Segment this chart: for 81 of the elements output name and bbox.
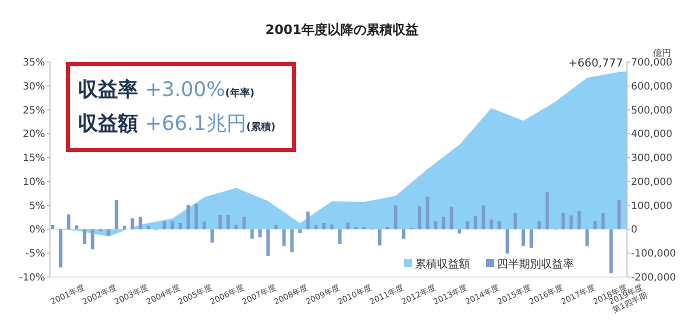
bar: [506, 229, 510, 254]
bar: [394, 205, 398, 230]
y2-tick-label: -200,000: [631, 272, 676, 284]
bar: [561, 212, 565, 230]
annotation: 収益率 +3.00%(年率): [78, 77, 254, 101]
y2-tick-label: 500,000: [631, 105, 672, 116]
bar: [546, 192, 549, 230]
bar: [522, 229, 525, 246]
y2-tick-label: 100,000: [631, 200, 672, 212]
y2-tick-label: 600,000: [631, 81, 672, 92]
data-label: +660,777: [568, 56, 623, 70]
bar: [585, 229, 589, 246]
y-tick-label: 0%: [29, 224, 45, 236]
bar: [74, 225, 78, 230]
bar: [569, 215, 573, 230]
y2-tick-label: 0: [631, 224, 638, 236]
bar: [538, 221, 541, 230]
y-tick-label: 25%: [22, 105, 45, 116]
bar: [186, 204, 190, 230]
chart-title: 2001年度以降の累積収益: [265, 22, 419, 38]
y-tick-label: 15%: [22, 153, 45, 164]
y-tick-label: 5%: [29, 200, 45, 212]
bar: [498, 221, 502, 230]
annotation: 収益額 +66.1兆円(累積): [78, 111, 276, 135]
bar: [234, 224, 238, 230]
bar: [194, 204, 198, 230]
bar: [82, 229, 86, 244]
bar: [322, 223, 326, 230]
y-tick-label: 20%: [22, 129, 45, 140]
bar: [378, 229, 382, 246]
y-tick-label: 10%: [22, 176, 45, 188]
bar: [282, 229, 286, 246]
bar: [250, 229, 254, 239]
bar: [514, 212, 518, 230]
y2-axis-title: 億円: [653, 48, 671, 59]
bar: [210, 229, 214, 243]
bar: [162, 221, 166, 230]
bar: [146, 226, 150, 230]
y2-tick-label: 300,000: [631, 153, 672, 164]
bar: [418, 206, 422, 230]
bar: [226, 214, 230, 230]
bar: [490, 220, 494, 230]
bar: [170, 221, 174, 230]
bar: [130, 218, 134, 230]
bar: [601, 212, 605, 230]
bar: [402, 229, 406, 239]
bar: [474, 216, 478, 230]
bar: [338, 229, 342, 244]
bar: [530, 229, 533, 248]
bar: [242, 216, 246, 230]
y2-tick-label: -100,000: [631, 248, 676, 260]
bar: [434, 221, 438, 230]
bar: [577, 211, 581, 230]
y2-tick-label: 400,000: [631, 129, 672, 140]
bar: [58, 229, 62, 268]
bar: [66, 214, 70, 230]
y-tick-label: -10%: [19, 272, 45, 284]
bar: [106, 229, 110, 236]
y-tick-label: -5%: [26, 248, 45, 260]
bar: [202, 222, 206, 230]
legend-label: 四半期別収益率: [497, 258, 574, 270]
bar: [50, 224, 54, 230]
bar: [482, 205, 486, 230]
y-tick-label: 30%: [22, 81, 45, 92]
bar: [593, 221, 597, 230]
bar: [346, 222, 350, 230]
bar: [218, 214, 222, 230]
y-tick-label: 35%: [22, 58, 45, 68]
bar: [258, 229, 262, 238]
bar: [306, 212, 310, 230]
y2-tick-label: 200,000: [631, 176, 672, 188]
bar: [458, 229, 462, 234]
bar: [178, 223, 182, 230]
bar: [426, 196, 430, 230]
bar: [90, 229, 94, 250]
y2-tick-label: 700,000: [631, 58, 672, 68]
bar: [138, 216, 142, 230]
bar: [314, 224, 318, 230]
legend-label: 累積収益額: [415, 258, 470, 270]
bar: [330, 224, 334, 230]
bar: [298, 229, 302, 234]
